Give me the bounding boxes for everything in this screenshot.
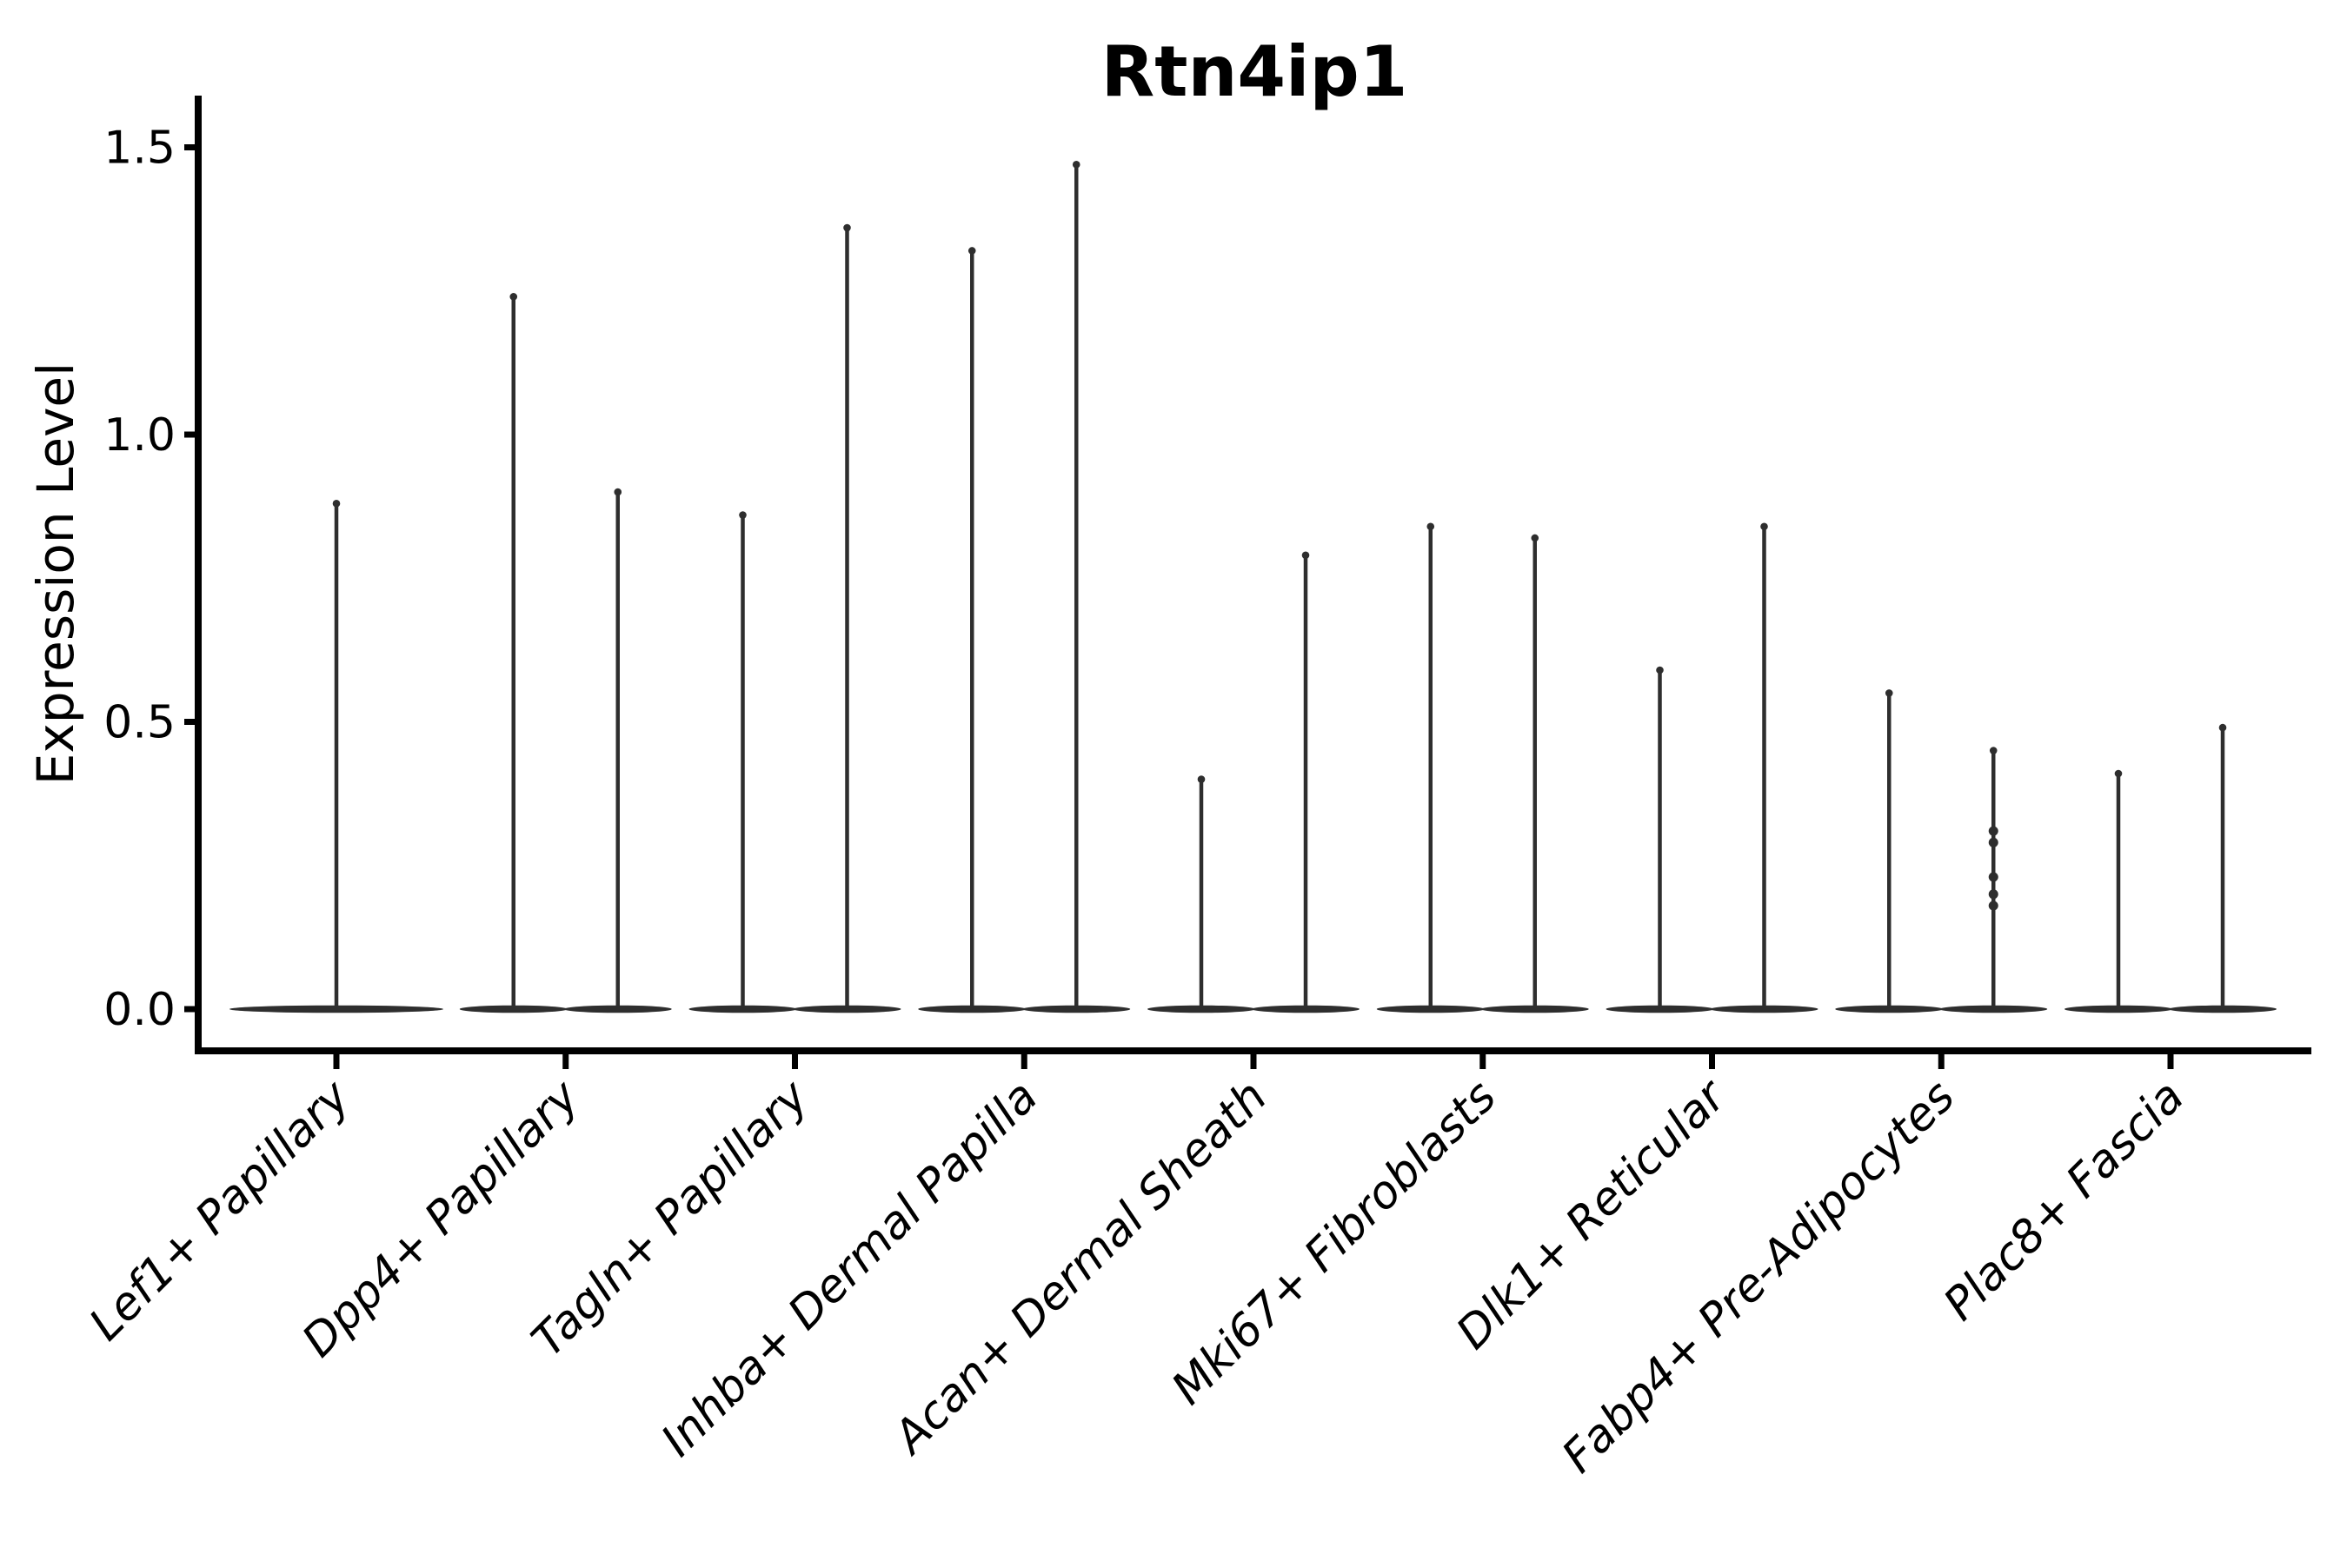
- expression-point: [1988, 837, 1998, 847]
- expression-point: [1988, 900, 1998, 911]
- x-tick-label: Inhba+ Dermal Papilla: [652, 1071, 1048, 1467]
- x-tick-label: Acan+ Dermal Sheath: [882, 1071, 1277, 1465]
- violin-max-point: [509, 293, 518, 301]
- y-tick-label: 1.0: [103, 409, 176, 462]
- expression-point: [1988, 826, 1998, 836]
- violin-max-point: [1885, 689, 1893, 697]
- y-tick-label: 0.5: [103, 697, 176, 749]
- expression-point: [1988, 889, 1998, 900]
- y-axis-label: Expression Level: [26, 362, 85, 785]
- violin-max-point: [739, 511, 747, 519]
- violin-max-point: [1656, 666, 1664, 674]
- violin-max-point: [1197, 775, 1206, 783]
- violins-layer: [229, 161, 2277, 1013]
- expression-point: [1988, 872, 1998, 882]
- violin-max-point: [614, 488, 622, 496]
- x-tick-label: Plac8+ Fascia: [1934, 1071, 2194, 1331]
- violin-max-point: [1426, 522, 1435, 531]
- axes-spines: [195, 96, 2311, 1054]
- x-tick-label: Fabp4+ Pre-Adipocytes: [1552, 1071, 1965, 1484]
- y-tick-label: 1.5: [103, 123, 176, 175]
- y-tick-label: 0.0: [103, 984, 176, 1036]
- violin-max-point: [2114, 769, 2123, 778]
- violin-max-point: [967, 247, 976, 255]
- violin-max-point: [1531, 534, 1539, 542]
- violin-max-point: [1989, 747, 1998, 754]
- violin-max-point: [1301, 551, 1310, 560]
- violin-max-point: [1072, 161, 1080, 169]
- violin-max-point: [332, 500, 341, 508]
- violin-max-point: [1760, 522, 1768, 531]
- y-axis-ticks: 0.0 0.5 1.0 1.5: [103, 123, 198, 1036]
- violin-max-point: [843, 223, 851, 232]
- violin-max-point: [2218, 723, 2227, 732]
- chart-title: Rtn4ip1: [1101, 31, 1408, 112]
